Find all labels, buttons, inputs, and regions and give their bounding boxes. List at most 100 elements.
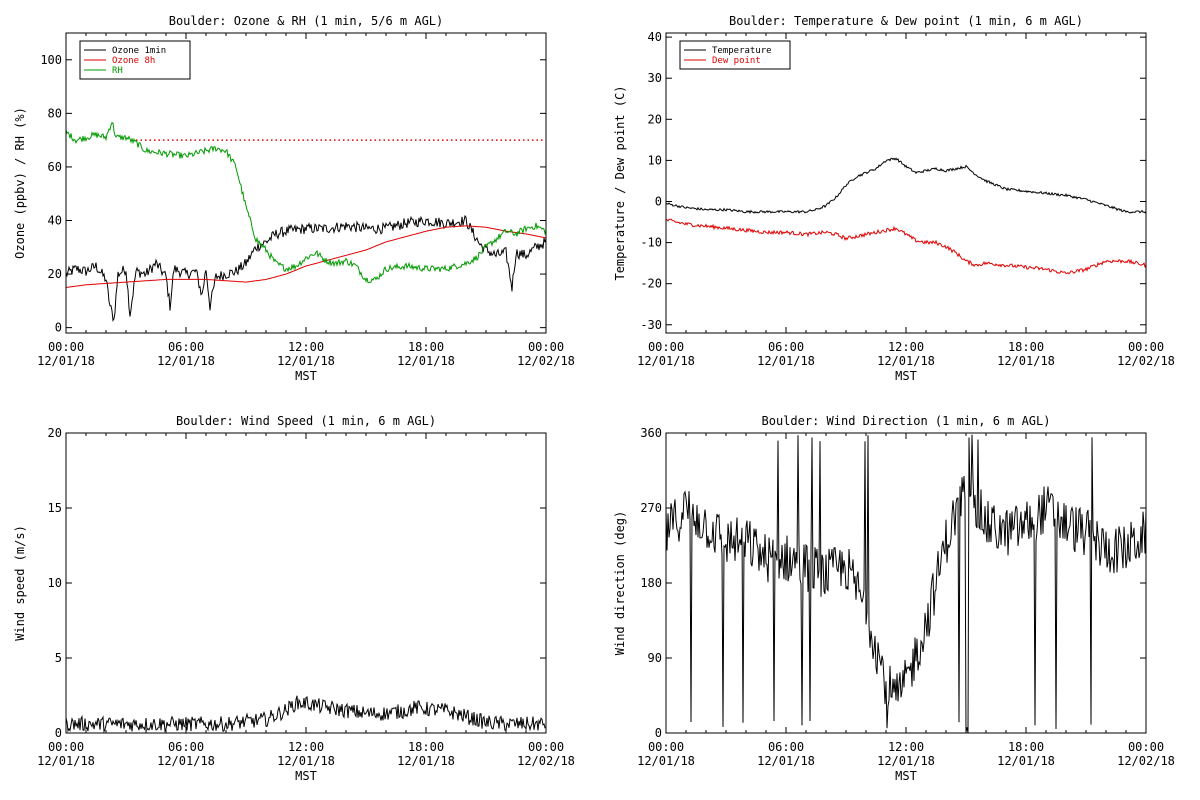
- y-tick-label: -30: [640, 318, 662, 332]
- y-tick-label: 80: [48, 106, 62, 120]
- y-axis-label: Wind direction (deg): [613, 511, 627, 656]
- y-tick-label: 10: [48, 576, 62, 590]
- chart-title: Boulder: Ozone & RH (1 min, 5/6 m AGL): [169, 14, 444, 28]
- legend-label: Ozone 8h: [112, 56, 155, 66]
- x-tick-time: 12:00: [888, 340, 924, 354]
- x-tick-time: 00:00: [528, 740, 564, 754]
- x-tick-time: 00:00: [48, 740, 84, 754]
- y-tick-label: 20: [48, 426, 62, 440]
- y-tick-label: 20: [48, 267, 62, 281]
- x-tick-date: 12/01/18: [997, 754, 1055, 768]
- y-tick-label: 90: [648, 651, 662, 665]
- series-group: [666, 434, 1146, 733]
- chart-title: Boulder: Wind Speed (1 min, 6 m AGL): [176, 414, 436, 428]
- x-tick-date: 12/02/18: [1117, 754, 1175, 768]
- x-tick-date: 12/01/18: [397, 754, 455, 768]
- x-tick-date: 12/01/18: [397, 354, 455, 368]
- series-line-1: [66, 695, 546, 733]
- y-tick-label: 30: [648, 71, 662, 85]
- y-tick-label: -20: [640, 277, 662, 291]
- x-tick-time: 00:00: [1128, 340, 1164, 354]
- y-tick-label: 60: [48, 160, 62, 174]
- y-tick-label: 10: [648, 153, 662, 167]
- y-tick-label: 180: [640, 576, 662, 590]
- x-axis-label: MST: [295, 369, 317, 383]
- legend-label: Dew point: [712, 56, 761, 66]
- x-tick-time: 18:00: [408, 340, 444, 354]
- x-tick-date: 12/02/18: [517, 354, 575, 368]
- x-tick-time: 06:00: [168, 740, 204, 754]
- x-tick-date: 12/01/18: [757, 754, 815, 768]
- y-axis-label: Wind speed (m/s): [13, 525, 27, 641]
- x-tick-date: 12/01/18: [757, 354, 815, 368]
- y-tick-label: 5: [55, 651, 62, 665]
- x-tick-time: 00:00: [1128, 740, 1164, 754]
- x-tick-date: 12/02/18: [517, 754, 575, 768]
- x-tick-time: 12:00: [288, 740, 324, 754]
- x-axis-label: MST: [895, 769, 917, 783]
- y-tick-label: 15: [48, 501, 62, 515]
- y-tick-label: 40: [48, 214, 62, 228]
- x-tick-date: 12/01/18: [157, 354, 215, 368]
- x-tick-date: 12/01/18: [157, 754, 215, 768]
- legend-label: RH: [112, 66, 123, 76]
- y-tick-label: 40: [648, 30, 662, 44]
- chart-panel-2: Boulder: Temperature & Dew point (1 min,…: [613, 14, 1175, 383]
- x-tick-time: 00:00: [648, 740, 684, 754]
- x-tick-time: 12:00: [888, 740, 924, 754]
- chart-panel-3: Boulder: Wind Speed (1 min, 6 m AGL) 0 5 10…: [13, 414, 575, 783]
- series-line-1: [666, 157, 1146, 215]
- x-tick-time: 18:00: [408, 740, 444, 754]
- legend-label: Temperature: [712, 46, 772, 56]
- x-tick-time: 18:00: [1008, 740, 1044, 754]
- chart-title: Boulder: Wind Direction (1 min, 6 m AGL): [762, 414, 1051, 428]
- y-tick-label: 20: [648, 112, 662, 126]
- series-line-1: [666, 434, 1146, 733]
- y-tick-label: 270: [640, 501, 662, 515]
- x-tick-time: 00:00: [648, 340, 684, 354]
- y-tick-label: 0: [655, 194, 662, 208]
- x-tick-time: 00:00: [528, 340, 564, 354]
- x-tick-time: 00:00: [48, 340, 84, 354]
- x-tick-time: 06:00: [168, 340, 204, 354]
- x-axis-label: MST: [295, 769, 317, 783]
- legend-box: [679, 40, 791, 70]
- chart-panel-1: Boulder: Ozone & RH (1 min, 5/6 m AGL) 0 2…: [13, 14, 575, 383]
- y-tick-label: 360: [640, 426, 662, 440]
- series-line-3: [66, 121, 546, 284]
- series-group: [66, 121, 546, 322]
- y-axis-label: Ozone (ppbv) / RH (%): [13, 107, 27, 259]
- chart-panel-4: Boulder: Wind Direction (1 min, 6 m AGL)…: [613, 414, 1175, 783]
- x-tick-date: 12/01/18: [277, 354, 335, 368]
- x-tick-date: 12/01/18: [997, 354, 1055, 368]
- y-tick-label: 0: [55, 726, 62, 740]
- series-group: [666, 157, 1146, 275]
- x-tick-time: 18:00: [1008, 340, 1044, 354]
- x-tick-time: 12:00: [288, 340, 324, 354]
- x-tick-date: 12/01/18: [637, 754, 695, 768]
- x-tick-date: 12/02/18: [1117, 354, 1175, 368]
- x-tick-date: 12/01/18: [37, 754, 95, 768]
- chart-title: Boulder: Temperature & Dew point (1 min,…: [729, 14, 1083, 28]
- series-line-1: [66, 214, 546, 322]
- y-tick-label: -10: [640, 236, 662, 250]
- series-group: [66, 695, 546, 733]
- y-tick-label: 100: [40, 53, 62, 67]
- x-tick-date: 12/01/18: [37, 354, 95, 368]
- series-line-2: [666, 218, 1146, 275]
- x-tick-date: 12/01/18: [877, 754, 935, 768]
- legend-label: Ozone 1min: [112, 46, 166, 56]
- y-axis-label: Temperature / Dew point (C): [613, 85, 627, 280]
- x-tick-time: 06:00: [768, 340, 804, 354]
- x-tick-date: 12/01/18: [277, 754, 335, 768]
- x-tick-date: 12/01/18: [877, 354, 935, 368]
- y-tick-label: 0: [655, 726, 662, 740]
- x-tick-time: 06:00: [768, 740, 804, 754]
- y-tick-label: 0: [55, 321, 62, 335]
- series-line-2: [66, 225, 546, 288]
- x-axis-label: MST: [895, 369, 917, 383]
